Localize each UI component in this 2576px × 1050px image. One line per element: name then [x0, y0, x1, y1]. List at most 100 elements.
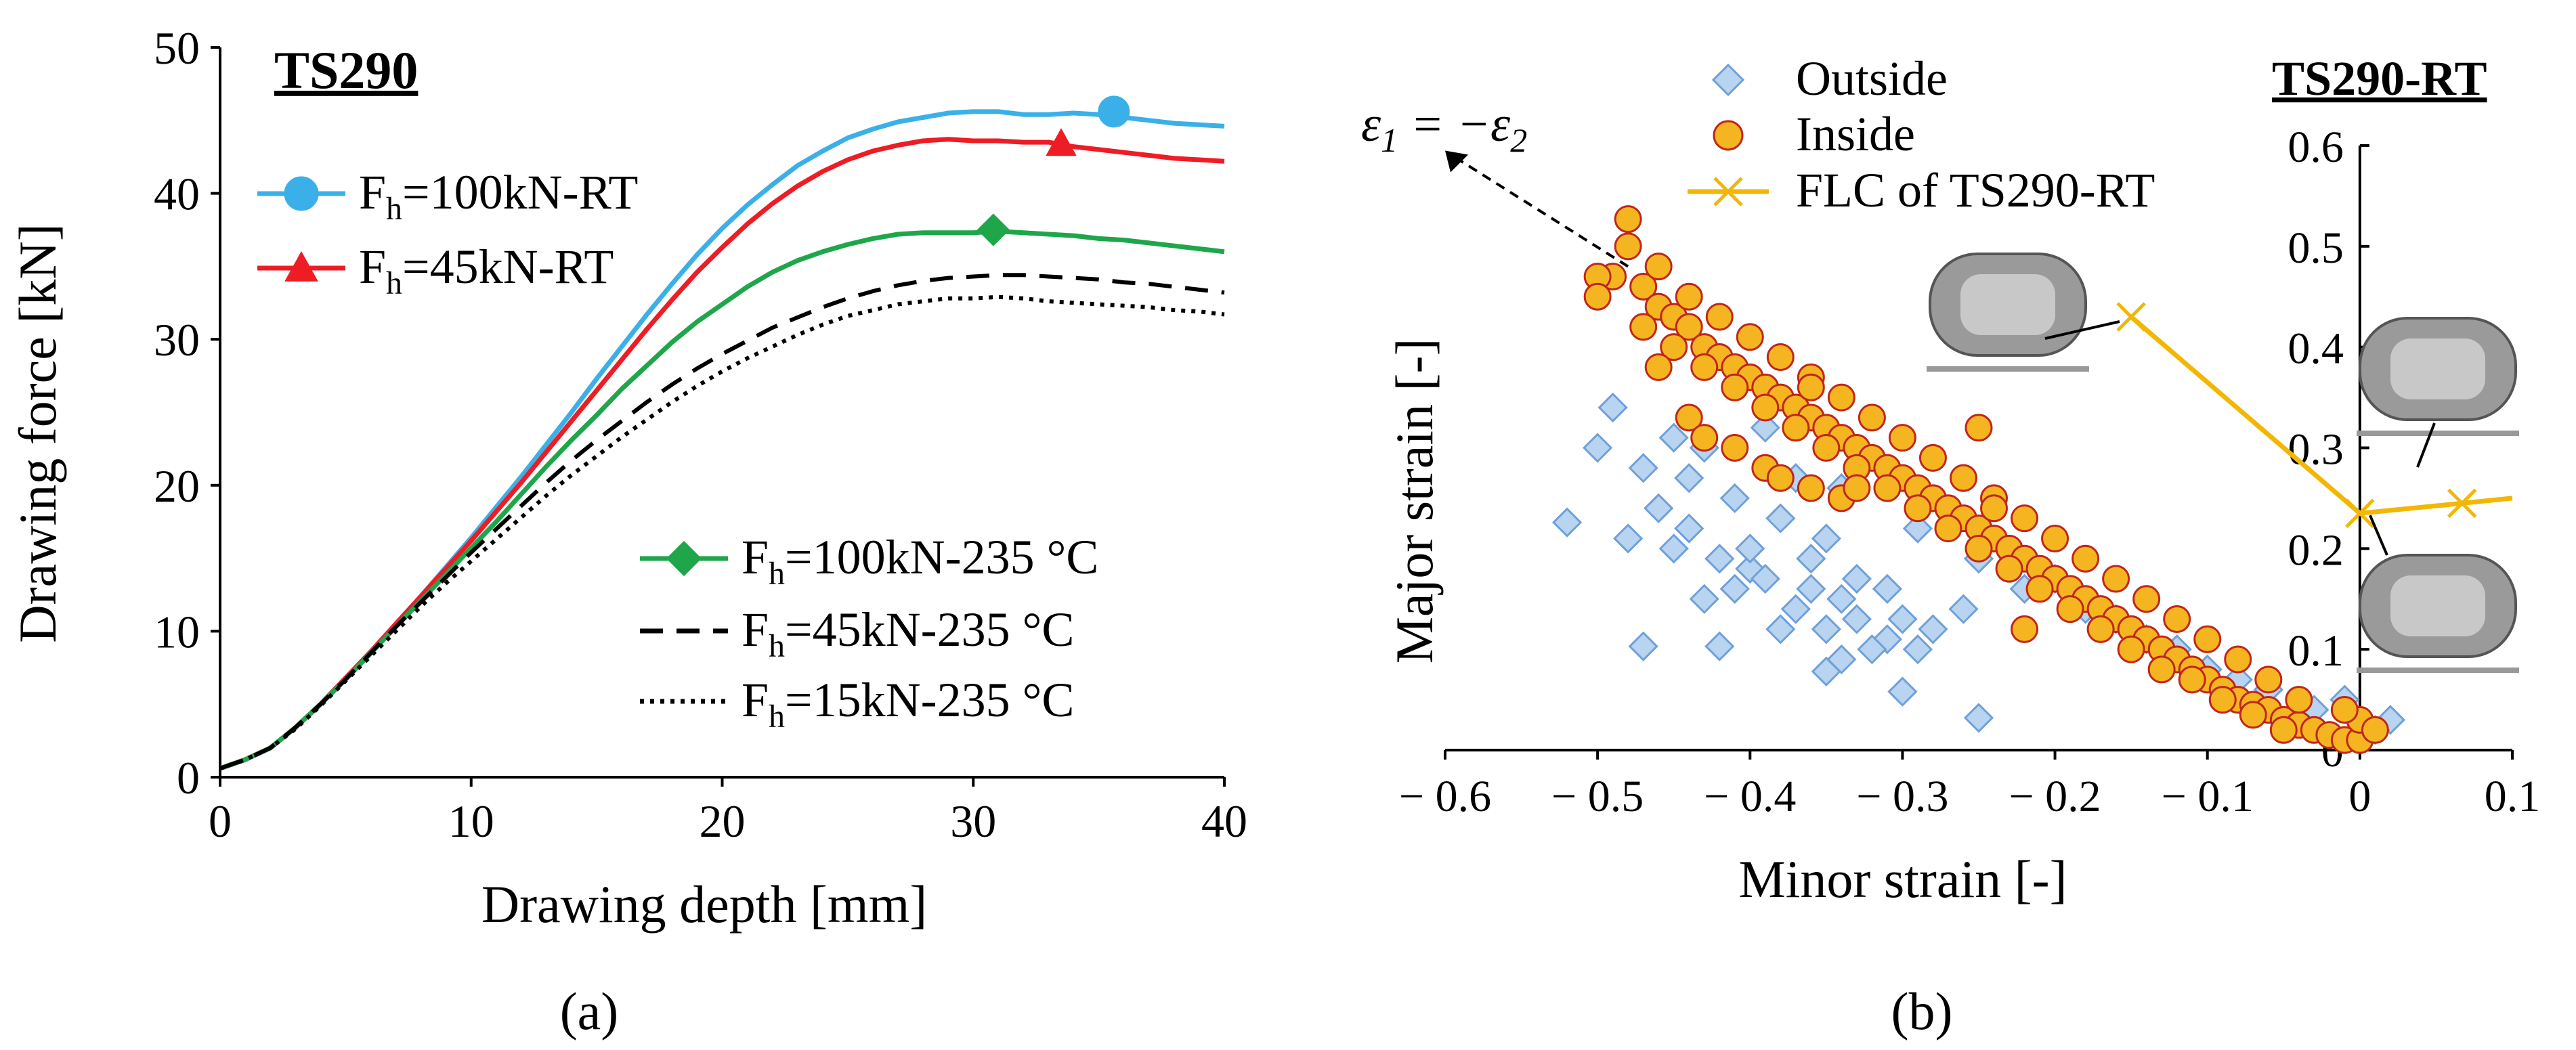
chart-b-flc-marker: [2447, 488, 2477, 519]
chart-b-inside-point: [2224, 645, 2252, 674]
chart-b-ytick-label: 0.3: [2288, 425, 2344, 475]
chart-b-inside-point: [1766, 343, 1795, 372]
chart-b-inside-point: [1690, 353, 1719, 381]
chart-b-outside-point: [1780, 594, 1811, 624]
chart-b-outside-point: [1948, 594, 1979, 624]
chart-b-plot-area: − 0.6− 0.5− 0.4− 0.3− 0.2− 0.1 0 0.100.10.…: [1399, 51, 2540, 821]
chart-b-xtick-label: 0.1: [2485, 772, 2541, 821]
chart-b-inside-point: [1782, 414, 1810, 442]
chart-a-series-marker-0: [1098, 95, 1130, 128]
chart-b-inside-point: [2254, 665, 2283, 694]
chart-b-outside-point: [1551, 507, 1583, 538]
chart-b-outside-point: [1628, 453, 1658, 483]
chart-b-inside-point: [2147, 655, 2176, 684]
chart-a-series-line-3: [219, 273, 1225, 770]
chart-a-series-line-2: [219, 229, 1225, 771]
chart-b-outside-point: [1811, 614, 1841, 644]
chart-b-inside-point: [2056, 595, 2084, 624]
chart-b-inside-point: [1736, 323, 1764, 351]
chart-b-inside-point: [2269, 716, 2298, 744]
chart-b-inside-point: [1675, 282, 1703, 311]
chart-b-outside-point: [1658, 422, 1689, 453]
strain-path-annotation: ε1 = −ε2: [1361, 97, 1527, 159]
specimen-photo-lower-right-face: [2390, 575, 2485, 636]
chart-b-outside-point: [1765, 503, 1796, 533]
chart-b-outside-point: [1613, 523, 1644, 554]
chart-b-inside-point: [1721, 373, 1749, 401]
chart-b-outside-point: [1583, 433, 1613, 463]
chart-b-inside-point: [1675, 403, 1703, 432]
chart-b-legend-label-2: FLC of TS290-RT: [1796, 163, 2155, 217]
chart-b-inside-point: [1980, 494, 2009, 523]
chart-b-outside-point: [1902, 513, 1933, 544]
chart-b-outside-point: [1658, 533, 1689, 564]
chart-a-legend-label-2: Fh=100kN-235 °C: [742, 530, 1098, 592]
chart-b-inside-point: [1797, 373, 1825, 401]
chart-b-outside-point: [1628, 631, 1658, 661]
strain-path-arrowhead: [1445, 150, 1468, 173]
chart-b-outside-point: [1872, 573, 1903, 604]
chart-b-inside-point: [2025, 575, 2054, 603]
chart-b-flc-line: [2129, 315, 2513, 516]
chart-b-legend-marker-flc: [1713, 177, 1743, 206]
chart-a-ytick-label: 0: [177, 752, 200, 804]
chart-b-legend-label-0: Outside: [1796, 51, 1948, 106]
chart-a-xtick-label: 40: [1201, 795, 1247, 847]
specimen-pointer-left: [2044, 320, 2120, 340]
chart-a-legend-label-1: Fh=45kN-RT: [359, 240, 614, 301]
chart-b-xtick-label: − 0.6: [1399, 772, 1491, 821]
chart-b-inside-point: [2117, 635, 2145, 663]
chart-b-inside-point: [1721, 434, 1749, 462]
chart-b-inside-point: [1644, 253, 1673, 281]
chart-b-ytick-label: 0.4: [2288, 324, 2344, 374]
chart-b-inside-point: [1583, 282, 1612, 311]
chart-b-inside-point: [2178, 665, 2206, 694]
chart-b-inside-point: [1827, 383, 1855, 412]
panel-b-label: (b): [1891, 982, 1953, 1041]
panel-b: TS290-RT Major strain [-] Minor strain […: [1361, 51, 2540, 1041]
chart-b-inside-point: [1888, 424, 1916, 452]
specimen-photo-upper-right: [2357, 317, 2519, 436]
chart-b-inside-point: [1690, 424, 1719, 452]
chart-b-inside-point: [1614, 232, 1642, 261]
chart-b-inside-point: [2102, 565, 2130, 593]
chart-a-legend-label-4: Fh=15kN-235 °C: [742, 673, 1074, 735]
chart-b-flc-marker-stroke-2: [2116, 302, 2146, 332]
chart-b-outside-point: [1887, 604, 1918, 634]
specimen-photo-left: [1927, 253, 2089, 372]
chart-b-inside-point: [2086, 615, 2115, 643]
chart-b-ytick-label: 0.2: [2288, 525, 2344, 575]
chart-b-xlabel: Minor strain [-]: [1738, 850, 2067, 909]
chart-a-ytick-label: 50: [154, 22, 200, 74]
chart-a-legend-label-0: Fh=100kN-RT: [359, 165, 638, 227]
chart-b-outside-point: [1841, 604, 1872, 634]
chart-b-legend-label-1: Inside: [1796, 107, 1915, 161]
chart-b-outside-point: [1765, 614, 1796, 644]
chart-b-outside-point: [1963, 703, 1994, 733]
chart-b-outside-point: [1704, 631, 1735, 661]
chart-b-legend-marker-inside: [1713, 120, 1744, 151]
chart-b-outside-point: [1811, 656, 1841, 687]
panel-a-label: (a): [560, 982, 619, 1041]
chart-b-outside-point: [1826, 584, 1857, 614]
chart-a-plot-area: 0 10 20 30 40 50 0 10 20 30 40 Fh=100kN-RT Fh=45kN-R…: [154, 22, 1247, 847]
chart-a-ytick-label: 30: [154, 314, 200, 366]
chart-b-xtick-label: − 0.4: [1704, 772, 1796, 821]
chart-b-outside-point: [1735, 533, 1765, 564]
strain-path-dashed-line: [1459, 159, 1629, 268]
chart-b-inside-point: [1934, 515, 1962, 543]
chart-b-xtick-label: 0: [2348, 772, 2371, 821]
specimen-photo-upper-right-face: [2390, 338, 2485, 399]
specimen-pointer-lower-right: [2369, 515, 2388, 556]
chart-b-outside-point: [1597, 392, 1628, 423]
chart-b-outside-point: [1704, 544, 1735, 574]
chart-a-xtick-label: 30: [950, 795, 996, 847]
chart-b-inside-point: [1873, 474, 1902, 502]
chart-b-inside-point: [1965, 534, 1993, 563]
chart-b-outside-point: [1719, 573, 1750, 604]
chart-a-title: TS290: [274, 41, 418, 100]
chart-a-ytick-label: 40: [154, 169, 200, 220]
chart-b-outside-point: [1902, 634, 1933, 665]
chart-b-inside-point: [2193, 625, 2222, 653]
